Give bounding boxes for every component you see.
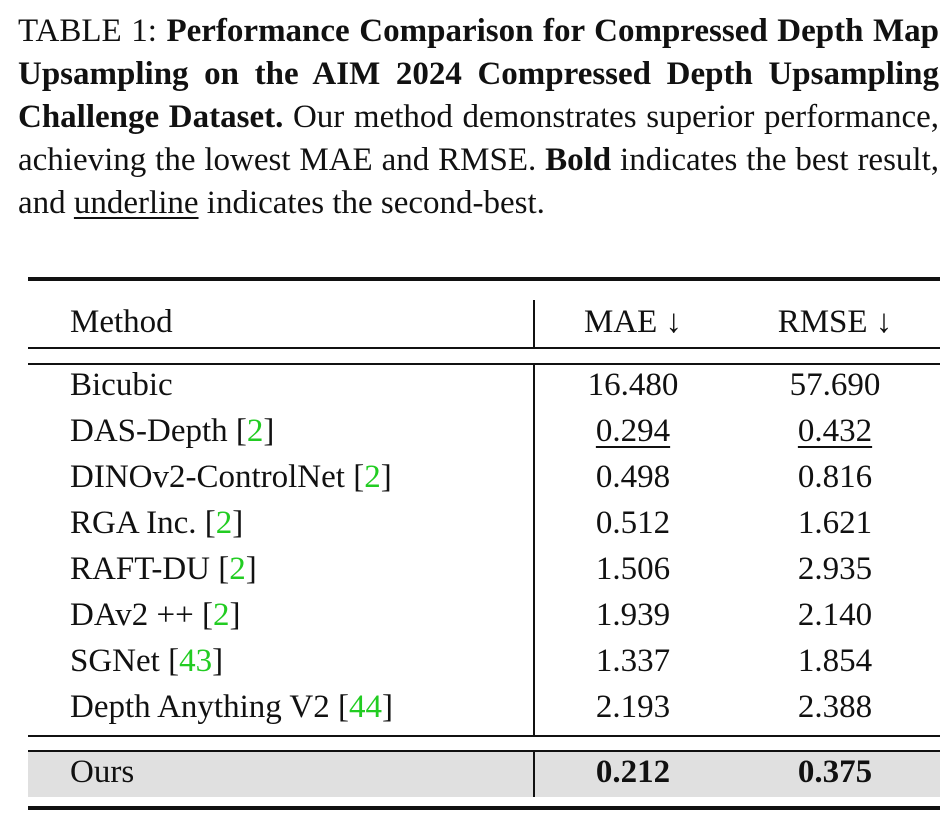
header-method: Method [70,304,173,340]
bottom-rule [28,806,940,810]
row-method: Depth Anything V2 [44] [70,689,393,725]
row-method: Bicubic [70,367,173,404]
header-rule-1 [28,347,940,349]
column-separator [533,300,535,347]
row-mae: 1.506 [595,551,671,587]
citation-link[interactable]: 2 [246,413,264,449]
table-caption: TABLE 1: Performance Comparison for Comp… [18,10,939,225]
row-method: DAv2 ++ [2] [70,597,241,633]
row-rmse: 2.388 [797,689,873,725]
row-rmse: 2.935 [797,551,873,587]
row-rmse: 0.432 [797,413,873,449]
method-name: DAv2 ++ [70,597,202,633]
row-method: RGA Inc. [2] [70,505,244,541]
caption-underline-word: underline [73,185,199,221]
method-name: Bicubic [70,367,173,403]
method-name: DINOv2-ControlNet [70,459,354,495]
row-mae: 0.294 [595,413,671,449]
column-separator [533,365,535,735]
caption-text-2: indicates the best result, and [18,142,940,221]
row-mae: 0.498 [595,459,671,495]
row-mae: 0.512 [595,505,671,541]
header-rmse: RMSE ↓ [777,304,893,340]
row-rmse: 1.854 [797,643,873,679]
top-rule [28,277,940,281]
method-name: DAS-Depth [70,413,236,449]
row-method: DINOv2-ControlNet [2] [70,459,392,495]
citation-link[interactable]: 2 [364,459,381,495]
method-name: SGNet [70,643,169,679]
method-name: RGA Inc. [70,505,205,541]
row-rmse: 1.621 [797,505,873,541]
row-method: RAFT-DU [2] [70,551,257,587]
row-mae: 2.193 [595,689,671,725]
method-name: RAFT-DU [70,551,219,587]
ours-rule-1 [28,735,940,737]
caption-bold-word: Bold [545,142,612,178]
header-mae: MAE ↓ [583,304,683,340]
row-mae: 16.480 [587,367,679,403]
citation-link[interactable]: 44 [348,689,382,725]
header-rule-2 [28,363,940,365]
row-method: DAS-Depth [2] [70,413,275,449]
ours-mae: 0.212 [595,754,671,790]
row-mae: 1.337 [595,643,671,679]
row-rmse: 2.140 [797,597,873,633]
citation-link[interactable]: 43 [179,643,213,679]
citation-link[interactable]: 2 [215,505,233,541]
caption-text-1: Our method demonstrates superior perform… [18,99,939,178]
ours-method: Ours [70,754,135,790]
column-separator [533,752,535,797]
row-rmse: 57.690 [789,367,881,403]
caption-prefix: TABLE 1: [18,13,167,49]
method-name: Depth Anything V2 [70,689,338,725]
row-method: SGNet [43] [70,643,224,679]
ours-row-background [28,751,940,797]
row-rmse: 0.816 [797,459,873,495]
ours-rmse: 0.375 [797,754,873,790]
caption-text-3: indicates the second-best. [198,185,545,221]
caption-title: Performance Comparison for Compressed De… [18,13,939,135]
row-mae: 1.939 [595,597,671,633]
citation-link[interactable]: 2 [212,597,230,633]
citation-link[interactable]: 2 [229,551,246,587]
ours-rule-2 [28,750,940,752]
